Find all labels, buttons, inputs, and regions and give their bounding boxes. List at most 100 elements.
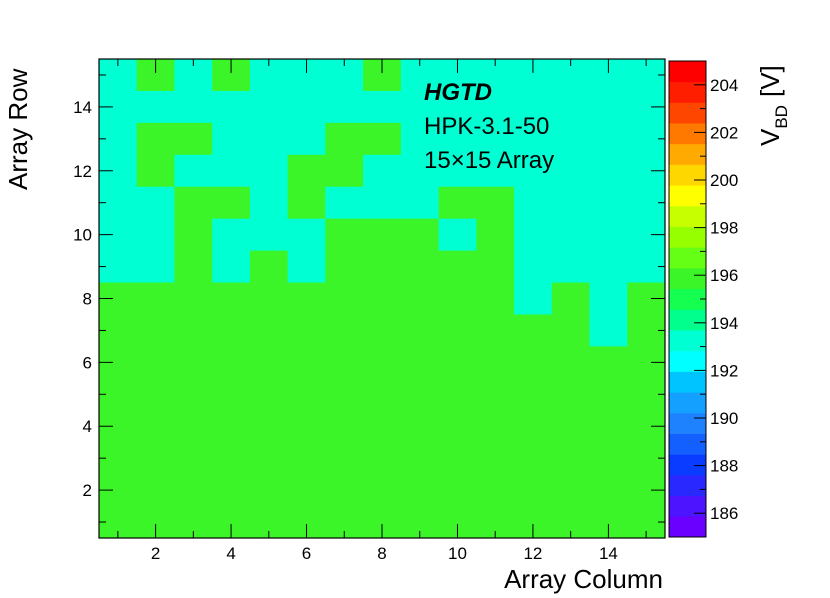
heatmap-cell — [476, 378, 515, 411]
heatmap-cell — [400, 346, 439, 379]
heatmap-cell — [589, 218, 628, 251]
heatmap-cell — [551, 410, 590, 443]
heatmap-cell — [400, 474, 439, 507]
heatmap-cell — [363, 314, 402, 347]
axes-ticks: 2 4 6 8 10 12 14 2 4 6 8 10 12 14 — [73, 59, 665, 563]
heatmap-cell — [325, 474, 364, 507]
heatmap-cell — [400, 186, 439, 220]
heatmap-cell — [400, 90, 439, 124]
palette-swatch — [669, 123, 706, 145]
heatmap-cell — [363, 282, 402, 315]
heatmap-cell — [589, 154, 628, 188]
heatmap-cell — [249, 442, 289, 475]
palette-swatch — [669, 474, 706, 497]
heatmap-cell — [551, 474, 590, 507]
heatmap-cell — [136, 314, 175, 347]
palette-swatch — [669, 143, 706, 165]
heatmap-cell — [287, 410, 326, 443]
heatmap-cell — [589, 474, 628, 507]
heatmap-cell — [174, 250, 213, 283]
palette-swatch — [669, 392, 706, 414]
heatmap-cell — [476, 90, 515, 124]
heatmap-cell — [325, 282, 364, 315]
heatmap-cell — [514, 218, 553, 251]
heatmap-cell — [476, 314, 515, 347]
y-tick-label: 8 — [83, 290, 92, 309]
heatmap-cell — [249, 250, 289, 283]
palette-swatch — [669, 412, 706, 434]
heatmap-cell — [476, 186, 515, 220]
heatmap-cell — [212, 346, 251, 379]
heatmap-cell — [325, 154, 364, 188]
heatmap-cell — [514, 154, 553, 188]
y-tick-label: 4 — [83, 417, 92, 436]
heatmap-cell — [287, 90, 326, 124]
heatmap-cell — [438, 186, 477, 220]
heatmap-cell — [212, 314, 251, 347]
heatmap-cell — [287, 122, 326, 156]
heatmap-cell — [589, 346, 628, 379]
palette-tick-label: 200 — [710, 171, 738, 190]
heatmap-cell — [249, 122, 289, 156]
heatmap-cell — [438, 250, 477, 283]
heatmap-cell — [400, 282, 439, 315]
heatmap-cell — [514, 410, 553, 443]
heatmap-cell — [325, 378, 364, 411]
heatmap-cell — [589, 122, 628, 156]
heatmap-cell — [363, 378, 402, 411]
palette-tick-label: 204 — [710, 76, 738, 95]
palette-swatch — [669, 495, 706, 517]
heatmap-cell — [212, 154, 251, 188]
palette-tick-label: 188 — [710, 457, 738, 476]
heatmap-cell — [212, 474, 251, 507]
heatmap-cell — [589, 90, 628, 124]
heatmap-cell — [174, 282, 213, 315]
heatmap-cell — [287, 282, 326, 315]
palette-swatch — [669, 454, 706, 476]
heatmap-cell — [589, 410, 628, 443]
heatmap-cell — [438, 154, 477, 188]
heatmap-cell — [438, 410, 477, 443]
palette-tick-label: 198 — [710, 219, 738, 238]
palette-swatch — [669, 516, 706, 538]
heatmap-cell — [325, 410, 364, 443]
heatmap-cell — [438, 218, 477, 251]
palette-swatch — [669, 267, 706, 290]
palette-swatch — [669, 350, 706, 372]
heatmap-cell — [363, 218, 402, 251]
heatmap-cell — [514, 90, 553, 124]
heatmap-cell — [363, 90, 402, 124]
heatmap-cell — [551, 250, 590, 283]
heatmap-cell — [249, 378, 289, 411]
x-tick-label: 10 — [448, 544, 467, 563]
heatmap-cell — [476, 154, 515, 188]
palette-swatch — [669, 288, 706, 310]
heatmap-cell — [212, 250, 251, 283]
z-axis-label-unit: [V] — [755, 65, 785, 97]
heatmap-cell — [514, 282, 553, 315]
heatmap-cell — [136, 218, 175, 251]
heatmap-cell — [136, 282, 175, 315]
heatmap-cell — [136, 442, 175, 475]
heatmap-cell — [287, 378, 326, 411]
heatmap-cell — [438, 90, 477, 124]
heatmap-cell — [438, 314, 477, 347]
heatmap-cell — [476, 442, 515, 475]
z-axis-label-main: V — [755, 128, 785, 146]
heatmap-cell — [438, 474, 477, 507]
heatmap-cell — [212, 410, 251, 443]
heatmap-cell — [249, 346, 289, 379]
heatmap-cells — [99, 59, 666, 539]
heatmap-cell — [212, 186, 251, 220]
heatmap-cell — [476, 474, 515, 507]
heatmap-cell — [136, 410, 175, 443]
heatmap-cell — [136, 474, 175, 507]
x-tick-label: 6 — [302, 544, 311, 563]
heatmap-cell — [325, 90, 364, 124]
heatmap-cell — [551, 442, 590, 475]
heatmap-cell — [363, 442, 402, 475]
heatmap-cell — [400, 122, 439, 156]
y-tick-label: 10 — [73, 226, 92, 245]
y-tick-label: 12 — [73, 162, 92, 181]
heatmap-cell — [589, 186, 628, 220]
